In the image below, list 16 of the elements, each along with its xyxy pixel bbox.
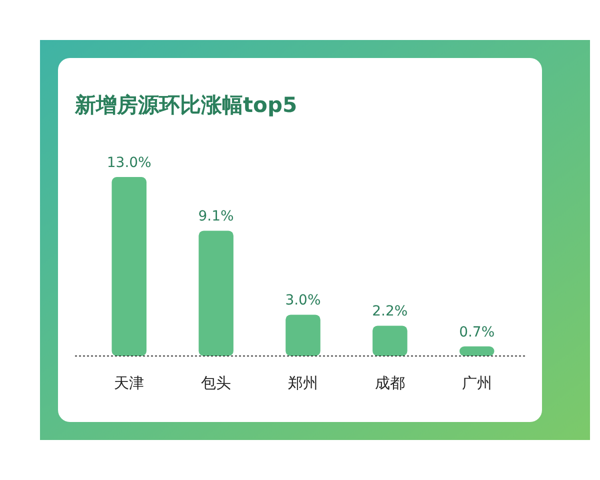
x-tick-label: 郑州 (288, 374, 318, 392)
x-tick-label: 包头 (201, 374, 232, 392)
x-tick-label: 广州 (462, 374, 492, 392)
x-tick-label: 天津 (114, 374, 144, 392)
data-label: 9.1% (198, 208, 234, 225)
data-label: 2.2% (372, 304, 408, 320)
bar (459, 346, 494, 356)
data-label: 13.0% (106, 155, 152, 171)
chart-title: 新增房源环比涨幅top5 (74, 93, 298, 117)
bar (112, 177, 147, 356)
x-tick-label: 成都 (374, 374, 405, 392)
bar (286, 314, 320, 356)
bar (372, 326, 408, 356)
data-label: 0.7% (459, 324, 495, 340)
bar (198, 230, 234, 356)
data-label: 3.0% (285, 292, 321, 309)
